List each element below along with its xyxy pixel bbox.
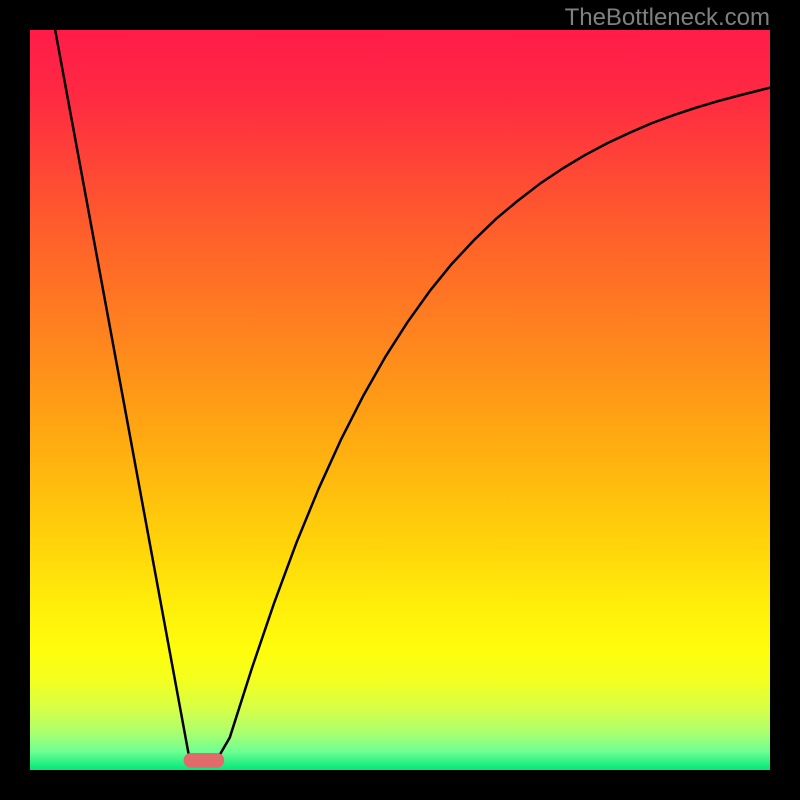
plot-area [30, 30, 770, 770]
watermark-text: TheBottleneck.com [565, 4, 770, 32]
highlight-marker [184, 753, 225, 768]
gradient-background [30, 30, 770, 770]
chart-svg [30, 30, 770, 770]
